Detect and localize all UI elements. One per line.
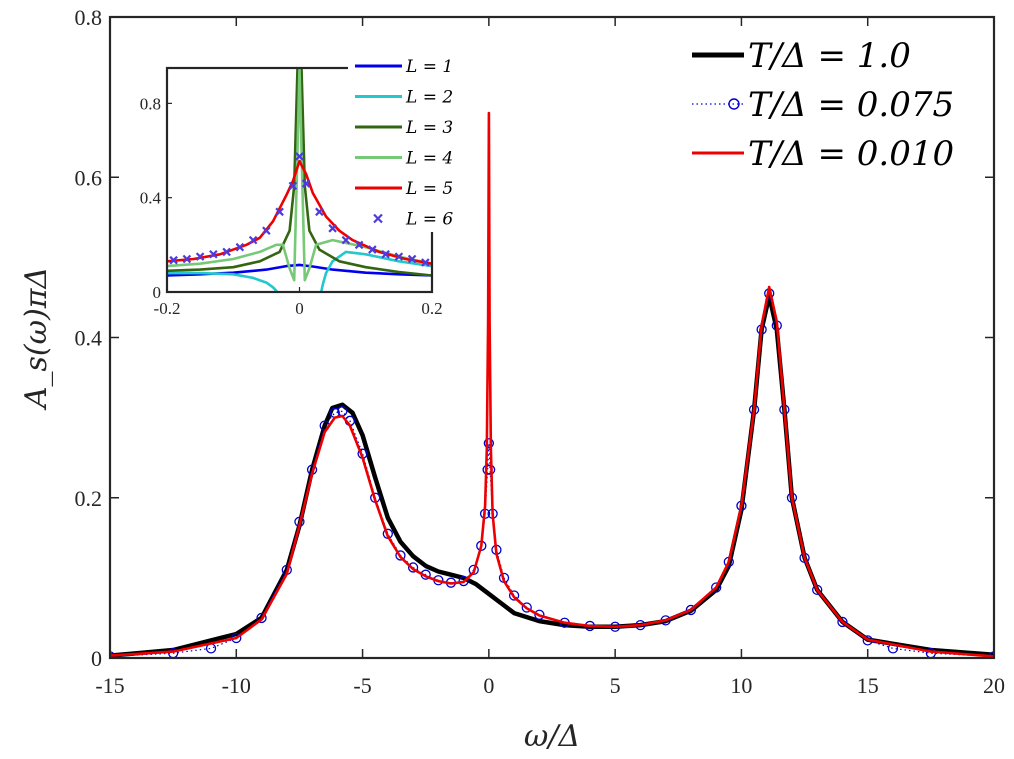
series-point-T-0.075 xyxy=(483,438,495,449)
y-tick-label: 0.2 xyxy=(75,486,103,511)
inset-series-L6-marker xyxy=(209,249,218,259)
inset-series-L6-marker xyxy=(235,242,245,252)
series-point-T-0.075 xyxy=(458,575,469,587)
y-axis-label: A_s(ω)πΔ xyxy=(19,267,54,411)
inset-series-L6-marker xyxy=(262,226,271,235)
inset-plot: -0.2 0 0.200.40.8L = 1L = 2L = 3L = 4L = 5… xyxy=(140,50,472,318)
inset-legend-label: L = 4 xyxy=(405,149,453,169)
main-plot: -15 -10 -5 0 5 10 15 20 0 0.2 0.4 0.6 0.8 ω/Δ A_s(ω)πΔ… xyxy=(19,5,1005,754)
main-series-group xyxy=(110,111,994,658)
inset-series-L6-marker xyxy=(301,179,311,188)
series-line-T-0.075 xyxy=(110,293,994,657)
legend-label: T/Δ = 0.010 xyxy=(748,134,954,174)
inset-legend-label: L = 1 xyxy=(405,57,453,77)
inset-series-L6-marker xyxy=(169,255,178,265)
legend-label: T/Δ = 1.0 xyxy=(748,36,911,76)
inset-series-L6-marker xyxy=(394,252,404,261)
series-point-T-0.075 xyxy=(534,609,545,620)
inset-series-L6-marker xyxy=(368,245,377,254)
inset-x-tick-label: 0 xyxy=(295,299,304,318)
series-point-T-0.075 xyxy=(468,564,479,576)
y-tick-label: 0.8 xyxy=(75,5,103,30)
series-point-T-0.075 xyxy=(395,550,406,561)
x-tick-label: 5 xyxy=(610,673,621,698)
main-plot-frame xyxy=(108,15,996,660)
inset-series-L6-marker xyxy=(315,207,324,217)
series-point-T-0.075 xyxy=(508,590,520,601)
inset-legend-label: L = 3 xyxy=(405,118,453,138)
inset-y-tick-label: 0 xyxy=(153,283,162,302)
x-tick-label: 0 xyxy=(483,673,494,698)
inset-series-L3-line xyxy=(167,68,432,277)
series-line-T-0.010 xyxy=(110,111,994,658)
legend-label: T/Δ = 0.075 xyxy=(748,85,954,125)
inset-series-L6-marker xyxy=(288,181,298,191)
inset-series-L6-marker xyxy=(275,207,284,217)
y-tick-label: 0.6 xyxy=(75,165,103,190)
inset-x-tick-label: -0.2 xyxy=(154,299,181,318)
inset-series-L6-marker xyxy=(182,254,192,264)
inset-legend-label: L = 2 xyxy=(405,88,453,108)
inset-legend: L = 1 L = 2 L = 3 L = 4 L = 5 L = 6 xyxy=(348,50,472,232)
inset-series-L6-marker xyxy=(407,254,417,264)
series-point-T-0.075 xyxy=(407,562,419,573)
inset-legend-label: L = 5 xyxy=(405,179,453,199)
x-tick-label: -5 xyxy=(353,673,371,698)
series-point-T-0.075 xyxy=(256,612,267,624)
inset-x-tick-label: 0.2 xyxy=(421,299,442,318)
legend-swatch-marker-T-0.075 xyxy=(728,98,740,110)
inset-series-L6-marker xyxy=(341,235,351,245)
inset-series-L6-marker xyxy=(222,247,231,257)
series-point-T-0.075 xyxy=(711,582,722,593)
y-tick-label: 0 xyxy=(91,646,102,671)
series-point-T-0.075 xyxy=(521,602,532,613)
inset-series-L4-line xyxy=(167,68,432,282)
x-tick-label: 20 xyxy=(983,673,1005,698)
inset-legend-background xyxy=(348,50,472,232)
inset-y-tick-label: 0.8 xyxy=(140,94,161,113)
inset-series-L6-marker xyxy=(354,240,364,250)
inset-series-L6-marker xyxy=(195,252,205,261)
x-tick-label: 15 xyxy=(857,673,879,698)
x-axis-label: ω/Δ xyxy=(524,719,580,754)
inset-y-tick-label: 0.4 xyxy=(140,189,162,208)
x-tick-label: 10 xyxy=(730,673,752,698)
inset-series-L6-marker xyxy=(381,249,390,259)
inset-legend-swatch-L6 xyxy=(373,213,383,224)
inset-series-L6-marker xyxy=(328,224,337,233)
inset-series-L6-marker xyxy=(295,152,304,161)
series-point-T-0.075 xyxy=(812,584,823,596)
series-line-T-1.0 xyxy=(110,293,994,658)
main-legend: T/Δ = 1.0 T/Δ = 0.075 T/Δ = 0.010 xyxy=(692,36,954,174)
series-point-T-0.075 xyxy=(837,616,848,628)
inset-series-L6-marker xyxy=(421,258,430,267)
x-tick-label: -15 xyxy=(95,673,124,698)
inset-legend-label: L = 6 xyxy=(405,210,453,230)
y-tick-label: 0.4 xyxy=(75,326,103,351)
x-tick-label: -10 xyxy=(222,673,251,698)
inset-series-L6-marker xyxy=(248,235,258,245)
series-point-T-0.075 xyxy=(685,604,697,616)
